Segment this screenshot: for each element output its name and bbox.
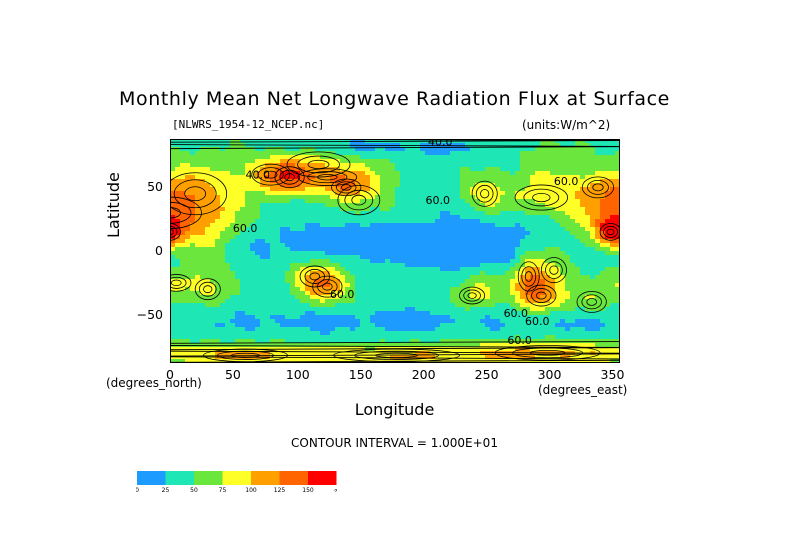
colorbar-label: 100 xyxy=(245,487,257,493)
contour-label: 60.0 xyxy=(504,307,528,320)
contour-label: 60.0 xyxy=(426,194,451,207)
colorbar-label: 150 xyxy=(302,487,314,493)
units-label: (units:W/m^2) xyxy=(522,118,611,132)
colorbar-label: 25 xyxy=(162,487,170,493)
colorbar-swatch xyxy=(137,471,166,485)
contour-label: 40.0 xyxy=(428,139,453,148)
contour-label: 40.0 xyxy=(246,168,271,181)
x-tick-label: 300 xyxy=(537,367,562,382)
file-label: [NLWRS_1954-12_NCEP.nc] xyxy=(172,118,325,131)
x-tick-label: 100 xyxy=(285,367,310,382)
y-tick-label: −50 xyxy=(136,306,163,322)
contour-label: 60.0 xyxy=(554,175,579,188)
x-unit-label: (degrees_north) xyxy=(106,376,202,390)
contour-label: 60.0 xyxy=(507,334,532,347)
x-tick-label: 350 xyxy=(600,367,625,382)
colorbar-label: ∞ xyxy=(334,487,337,493)
colorbar-legend: 0 25 50 75 100 125 150 ∞ xyxy=(136,471,337,493)
colorbar-label: 75 xyxy=(219,487,227,493)
x-tick-label: 50 xyxy=(224,367,241,382)
colorbar-label: 0 xyxy=(136,487,139,493)
colorbar-label: 50 xyxy=(190,487,198,493)
x-unit-label-east: (degrees_east) xyxy=(538,383,628,397)
colorbar-label: 125 xyxy=(274,487,286,493)
x-tick-label: 200 xyxy=(411,367,436,382)
chart-title: Monthly Mean Net Longwave Radiation Flux… xyxy=(119,88,670,110)
y-axis-label: Latitude xyxy=(104,172,123,238)
colorbar-swatch xyxy=(222,471,251,485)
contour-map: 40.040.060.060.060.060.060.060.060.0 xyxy=(170,139,620,363)
x-tick-label: 250 xyxy=(474,367,499,382)
y-tick-label: 0 xyxy=(155,243,163,258)
colorbar-swatch xyxy=(308,471,337,485)
x-tick-label: 0 xyxy=(166,367,174,382)
colorbar-swatch xyxy=(279,471,308,485)
colorbar-swatch xyxy=(251,471,280,485)
x-axis-label: Longitude xyxy=(354,400,435,419)
contour-interval-text: CONTOUR INTERVAL = 1.000E+01 xyxy=(291,436,498,450)
y-tick-label: 50 xyxy=(147,179,163,195)
contour-label: 60.0 xyxy=(525,315,550,328)
colorbar-swatch xyxy=(165,471,194,485)
contour-label: 60.0 xyxy=(233,222,258,235)
x-tick-label: 150 xyxy=(348,367,373,382)
colorbar-swatch xyxy=(194,471,223,485)
contour-label: 60.0 xyxy=(330,288,355,301)
